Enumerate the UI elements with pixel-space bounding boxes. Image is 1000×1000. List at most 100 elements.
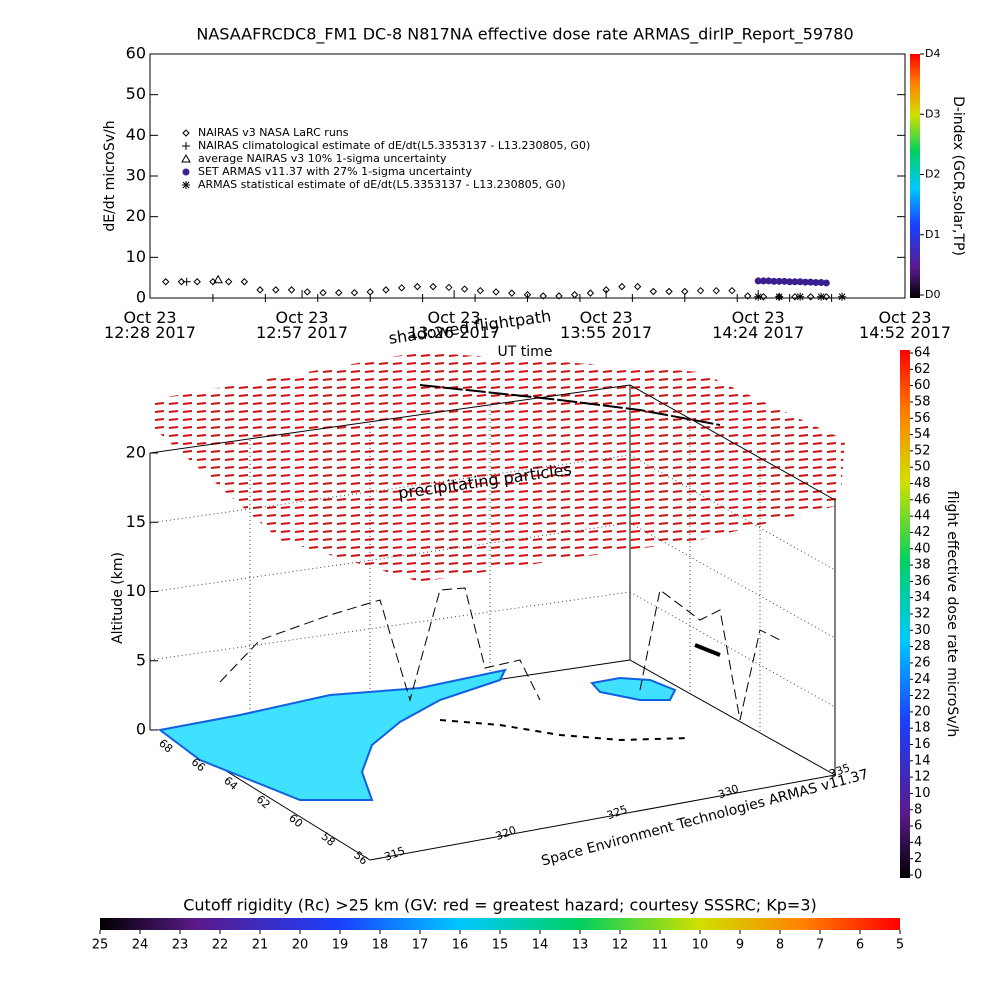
marker-diamond [240,278,249,286]
y-tick-label: 50 [126,84,146,103]
colorbar-tick-label: 58 [914,394,931,409]
colorbar-tick-label: 34 [914,590,931,605]
colorbar-tick-label: 25 [92,938,109,953]
colorbar-tick-label: 52 [914,443,931,458]
colorbar-tick-label: 44 [914,509,931,524]
marker-asterisk [796,292,805,301]
marker-diamond [366,288,374,296]
colorbar-tick-label: 48 [914,476,931,491]
colorbar-tick-label: 62 [914,362,931,377]
colorbar-tick-label: 22 [914,688,931,703]
colorbar-tick-label: 40 [914,541,931,556]
marker-diamond [162,278,170,286]
marker-plus [313,294,322,302]
colorbar-tick-label: 56 [914,411,931,426]
marker-diamond [633,282,642,291]
marker-asterisk [775,292,784,301]
marker-diamond [665,287,673,296]
marker-diamond [413,282,422,291]
marker-diamond [182,129,190,137]
marker-diamond [193,278,201,286]
marker-diamond [445,283,453,292]
marker-circle [182,168,190,176]
lon-tick-label: 330 [716,782,740,801]
marker-triangle [181,153,191,163]
marker-diamond [303,288,311,296]
rigidity-colorbar [100,918,900,930]
lat-tick-label: 60 [286,811,305,830]
z-tick-label: 5 [136,650,146,669]
marker-plus [680,294,689,302]
colorbar-tick-label: 9 [736,938,744,953]
marker-diamond [618,282,626,291]
colorbar-tick-label: 13 [572,938,589,953]
colorbar-tick-label: 46 [914,492,931,507]
marker-diamond [602,286,610,294]
marker-asterisk [182,181,190,189]
y-label: dE/dt microSv/h [102,120,118,231]
marker-plus [182,277,191,286]
colorbar-tick-label: 60 [914,378,931,393]
colorbar-tick-label: 18 [914,721,931,736]
colorbar-tick-label: 26 [914,655,931,670]
colorbar-tick-label: 20 [292,938,309,953]
colorbar-tick-label: 50 [914,460,931,475]
colorbar-tick-label: D4 [925,47,940,60]
title: NASAAFRCDC8_FM1 DC-8 N817NA effective do… [196,25,853,45]
legend-label: ARMAS statistical estimate of dE/dt(L5.3… [198,178,565,191]
marker-diamond [744,292,752,300]
d-index-colorbar [910,54,920,298]
marker-diamond [287,286,296,294]
colorbar-tick-label: 20 [914,704,931,719]
marker-plus [575,294,584,302]
colorbar-tick-label: 6 [914,819,922,834]
marker-diamond [397,284,406,292]
marker-plus [785,294,794,302]
marker-diamond [649,287,658,296]
marker-asterisk [754,292,763,301]
lon-tick-label: 320 [494,823,518,842]
colorbar-tick-label: 12 [612,938,629,953]
marker-diamond [319,289,327,297]
colorbar-tick-label: 23 [172,938,189,953]
annotation-ut: UT time [498,344,553,360]
z-tick-label: 20 [126,443,146,462]
marker-triangle [213,274,224,284]
legend-label: NAIRAS v3 NASA LaRC runs [198,126,349,139]
colorbar-tick-label: 30 [914,623,931,638]
lon-tick-label: 325 [605,803,629,822]
y-tick-label: 40 [126,125,146,144]
marker-diamond [256,286,264,294]
marker-diamond [476,286,485,295]
rigidity-title: Cutoff rigidity (Rc) >25 km (GV: red = g… [183,896,817,915]
marker-plus [366,294,375,302]
marker-diamond [555,292,563,300]
lat-tick-label: 64 [221,774,240,793]
marker-diamond [570,291,579,299]
marker-plus [418,294,427,302]
colorbar-tick-label: 15 [492,938,509,953]
marker-diamond [224,278,233,286]
z-label: Altitude (km) [110,552,126,644]
colorbar-tick-label: 11 [652,938,669,953]
x-tick-label: Oct 23 14:52 2017 [859,308,951,342]
colorbar-tick-label: 14 [914,753,931,768]
marker-diamond [209,278,217,286]
marker-plus [733,294,742,302]
marker-diamond [492,288,500,296]
lat-tick-label: 56 [351,849,370,868]
colorbar-tick-label: 16 [452,938,469,953]
colorbar-tick-label: 42 [914,525,931,540]
y-tick-label: 10 [126,247,146,266]
marker-circle [822,279,830,287]
colorbar-tick-label: 8 [776,938,784,953]
colorbar-tick-label: 18 [372,938,389,953]
legend-label: NAIRAS climatological estimate of dE/dt(… [198,139,590,152]
colorbar-tick-label: 7 [816,938,824,953]
colorbar-tick-label: 2 [914,851,922,866]
marker-asterisk [817,292,826,301]
marker-diamond [382,286,390,294]
lat-tick-label: 58 [319,830,338,849]
dose-label: flight effective dose rate microSv/h [944,491,960,737]
